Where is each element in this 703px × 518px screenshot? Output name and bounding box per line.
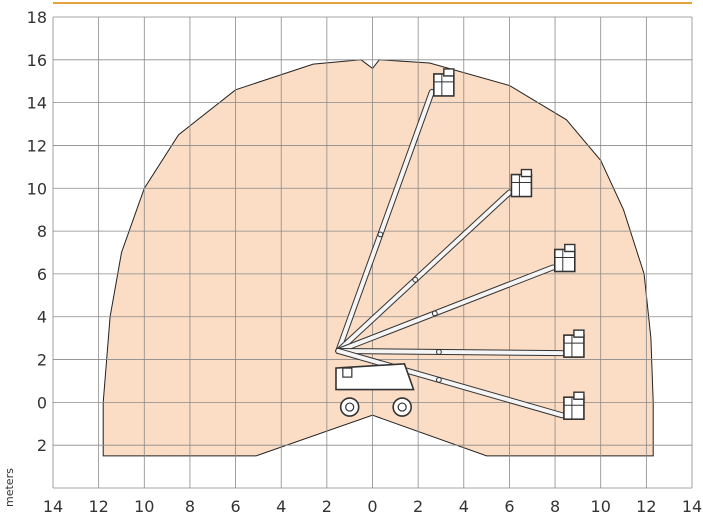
boom-joint bbox=[431, 310, 438, 317]
x-tick-label: 12 bbox=[88, 497, 108, 516]
platform-basket bbox=[510, 173, 533, 198]
platform-basket bbox=[563, 396, 585, 421]
x-tick-label: 14 bbox=[682, 497, 702, 516]
platform-basket bbox=[563, 334, 585, 358]
boom-body bbox=[336, 190, 512, 353]
x-tick-label: 4 bbox=[459, 497, 469, 516]
basket-control bbox=[573, 329, 585, 338]
envelope-area bbox=[102, 59, 654, 457]
boom-arm bbox=[335, 168, 533, 354]
y-tick-label: 4 bbox=[37, 308, 47, 327]
boom-joint bbox=[436, 349, 442, 355]
boom-body bbox=[336, 348, 564, 356]
x-tick-label: 0 bbox=[367, 497, 377, 516]
boom-body bbox=[336, 348, 564, 418]
x-tick-label: 14 bbox=[43, 497, 63, 516]
platform-basket bbox=[553, 248, 576, 273]
x-tick-label: 6 bbox=[230, 497, 240, 516]
x-tick-label: 2 bbox=[322, 497, 332, 516]
boom-body bbox=[336, 89, 434, 353]
y-tick-label: 2 bbox=[37, 436, 47, 455]
y-axis-ticks: 18 16 14 12 10 8 6 4 2 0 2 bbox=[27, 8, 47, 455]
boom-arm bbox=[335, 347, 585, 421]
wheel-hub bbox=[397, 402, 407, 412]
boom-arm bbox=[335, 68, 455, 354]
basket-control bbox=[564, 243, 576, 253]
boom-arm bbox=[335, 243, 576, 354]
operator-cab bbox=[342, 367, 353, 378]
y-tick-label: 18 bbox=[27, 8, 47, 27]
x-tick-label: 8 bbox=[185, 497, 195, 516]
y-axis-unit-label: meters bbox=[3, 468, 16, 507]
chassis-body bbox=[335, 362, 415, 391]
working-envelope bbox=[102, 59, 654, 457]
basket-control bbox=[443, 68, 455, 77]
lift-chassis bbox=[335, 362, 415, 417]
y-tick-label: 12 bbox=[27, 136, 47, 155]
y-tick-label: 2 bbox=[37, 351, 47, 370]
boom-body bbox=[336, 265, 555, 353]
x-axis-ticks: 14 12 10 8 6 4 2 0 2 4 6 8 10 12 14 bbox=[43, 497, 702, 516]
y-tick-label: 16 bbox=[27, 51, 47, 70]
y-tick-label: 0 bbox=[37, 393, 47, 412]
wheel-hub bbox=[345, 402, 355, 412]
x-tick-label: 8 bbox=[550, 497, 560, 516]
y-tick-label: 6 bbox=[37, 265, 47, 284]
boom-joint bbox=[377, 231, 384, 238]
platform-basket bbox=[433, 73, 455, 97]
boom-joint bbox=[412, 276, 419, 283]
x-tick-label: 10 bbox=[134, 497, 154, 516]
y-tick-label: 8 bbox=[37, 222, 47, 241]
x-tick-label: 12 bbox=[636, 497, 656, 516]
y-tick-label: 10 bbox=[27, 179, 47, 198]
boom-joint bbox=[436, 376, 442, 383]
x-tick-label: 6 bbox=[504, 497, 514, 516]
y-tick-label: 14 bbox=[27, 94, 47, 113]
basket-control bbox=[520, 168, 533, 178]
x-tick-label: 10 bbox=[591, 497, 611, 516]
x-tick-label: 4 bbox=[276, 497, 286, 516]
x-tick-label: 2 bbox=[413, 497, 423, 516]
aerial-lift-machine bbox=[335, 68, 585, 421]
basket-control bbox=[573, 391, 585, 400]
boom-arm bbox=[335, 329, 585, 358]
